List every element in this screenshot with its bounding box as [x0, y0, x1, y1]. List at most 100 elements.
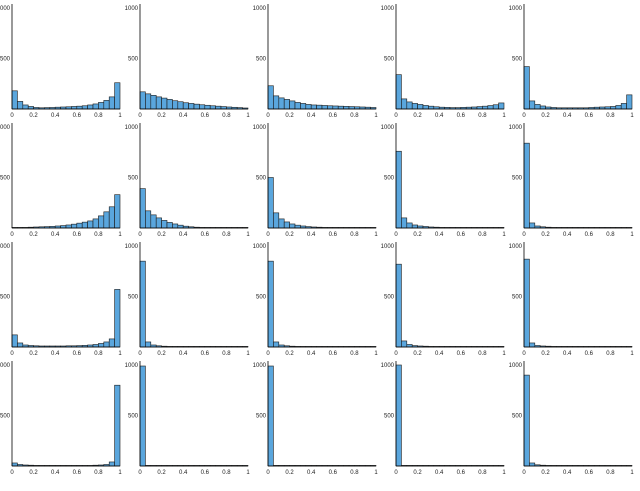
- histogram-bar: [406, 222, 413, 229]
- x-tick-label: 0.6: [201, 232, 210, 238]
- histogram-bar: [177, 224, 184, 229]
- x-tick-label: 0.8: [222, 470, 231, 476]
- x-tick-label: 0: [522, 113, 526, 119]
- histogram-bar: [523, 66, 530, 110]
- x-tick-label: 0.4: [563, 232, 572, 238]
- y-tick-label: 500: [0, 295, 11, 301]
- histogram-panel-16: 500 1000 0 0.2 0.4 0.6 0.8 1: [0, 361, 122, 476]
- x-tick-label: 0.8: [94, 113, 103, 119]
- x-tick-label: 0.2: [541, 351, 550, 357]
- y-tick-label: 500: [0, 414, 11, 420]
- x-tick-label: 0: [394, 470, 398, 476]
- histogram-bar: [523, 142, 530, 229]
- histogram-bar: [108, 461, 115, 467]
- histogram-bar: [273, 95, 280, 110]
- y-tick-label: 1000: [509, 125, 523, 131]
- x-tick-label: 0: [394, 351, 398, 357]
- histogram-bar: [199, 104, 206, 110]
- histogram-panel-14: 500 1000 0 0.2 0.4 0.6 0.8 1: [381, 242, 506, 357]
- x-tick-label: 0.8: [478, 470, 487, 476]
- histogram-panel-6: 500 1000 0 0.2 0.4 0.6 0.8 1: [0, 123, 122, 238]
- histogram-bar: [529, 462, 536, 467]
- x-tick-label: 1: [246, 351, 250, 357]
- histogram-bar: [98, 343, 105, 348]
- histogram-bar: [267, 260, 274, 348]
- x-tick-label: 0.6: [585, 232, 594, 238]
- histogram-bar: [395, 74, 402, 110]
- x-tick-label: 0.4: [563, 351, 572, 357]
- x-tick-label: 0: [266, 232, 270, 238]
- x-tick-label: 1: [630, 232, 634, 238]
- histogram-bar: [337, 105, 344, 110]
- y-tick-label: 500: [512, 57, 523, 63]
- x-tick-label: 0.2: [29, 470, 38, 476]
- histogram-bar: [411, 103, 418, 110]
- histogram-panel-8: 500 1000 0 0.2 0.4 0.6 0.8 1: [253, 123, 378, 238]
- x-tick-label: 0.6: [329, 470, 338, 476]
- x-tick-label: 0.4: [307, 113, 316, 119]
- histogram-bar: [626, 94, 633, 110]
- y-tick-label: 500: [128, 57, 139, 63]
- x-tick-label: 1: [118, 470, 122, 476]
- histogram-bar: [310, 104, 317, 110]
- histogram-panel-18: 500 1000 0 0.2 0.4 0.6 0.8 1: [253, 361, 378, 476]
- histogram-bar: [17, 342, 24, 348]
- histogram-bar: [278, 97, 285, 110]
- x-tick-label: 0.4: [563, 113, 572, 119]
- x-tick-label: 0.6: [201, 113, 210, 119]
- x-tick-label: 0.2: [413, 232, 422, 238]
- x-tick-label: 0.8: [478, 351, 487, 357]
- histogram-bar: [145, 341, 152, 348]
- histogram-bar: [11, 462, 18, 467]
- x-tick-label: 0.6: [329, 351, 338, 357]
- x-tick-label: 0.4: [179, 113, 188, 119]
- x-tick-label: 0: [138, 351, 142, 357]
- histogram-bar: [316, 104, 323, 110]
- histogram-bar: [108, 206, 115, 229]
- histogram-panel-10: 500 1000 0 0.2 0.4 0.6 0.8 1: [509, 123, 634, 238]
- x-tick-label: 0: [522, 470, 526, 476]
- y-tick-label: 1000: [253, 363, 267, 369]
- histogram-bar: [321, 105, 328, 110]
- histogram-bar: [108, 338, 115, 348]
- y-tick-label: 500: [384, 414, 395, 420]
- histogram-bar: [332, 105, 339, 110]
- x-tick-label: 0.2: [29, 351, 38, 357]
- x-tick-label: 1: [502, 351, 506, 357]
- histogram-bar: [92, 103, 99, 110]
- x-tick-label: 0.8: [350, 351, 359, 357]
- histogram-bar: [114, 289, 121, 348]
- histogram-bar: [98, 102, 105, 110]
- y-tick-label: 500: [0, 57, 11, 63]
- x-tick-label: 0.6: [457, 113, 466, 119]
- x-tick-label: 0: [138, 113, 142, 119]
- histogram-bar: [177, 101, 184, 110]
- x-tick-label: 1: [246, 113, 250, 119]
- y-tick-label: 1000: [125, 244, 139, 250]
- histogram-panel-5: 500 1000 0 0.2 0.4 0.6 0.8 1: [509, 4, 634, 119]
- x-tick-label: 0.4: [179, 470, 188, 476]
- histogram-bar: [22, 104, 29, 110]
- x-tick-label: 0.6: [329, 232, 338, 238]
- x-tick-label: 1: [630, 113, 634, 119]
- y-tick-label: 1000: [509, 6, 523, 12]
- histogram-bar: [209, 105, 216, 110]
- y-tick-label: 1000: [125, 363, 139, 369]
- x-tick-label: 0.6: [73, 351, 82, 357]
- histogram-bar: [172, 223, 179, 229]
- histogram-bar: [145, 210, 152, 229]
- x-tick-label: 0.2: [285, 113, 294, 119]
- x-tick-label: 0.8: [222, 113, 231, 119]
- histogram-bar: [81, 221, 88, 229]
- histogram-bar: [215, 105, 222, 110]
- histogram-bar: [615, 105, 622, 110]
- x-tick-label: 0: [10, 470, 14, 476]
- y-tick-label: 500: [384, 295, 395, 301]
- y-tick-label: 1000: [125, 125, 139, 131]
- x-tick-label: 0.2: [413, 470, 422, 476]
- histogram-bar: [92, 218, 99, 229]
- x-tick-label: 0: [10, 351, 14, 357]
- y-tick-label: 1000: [0, 363, 11, 369]
- histogram-panel-15: 500 1000 0 0.2 0.4 0.6 0.8 1: [509, 242, 634, 357]
- histogram-bar: [98, 215, 105, 229]
